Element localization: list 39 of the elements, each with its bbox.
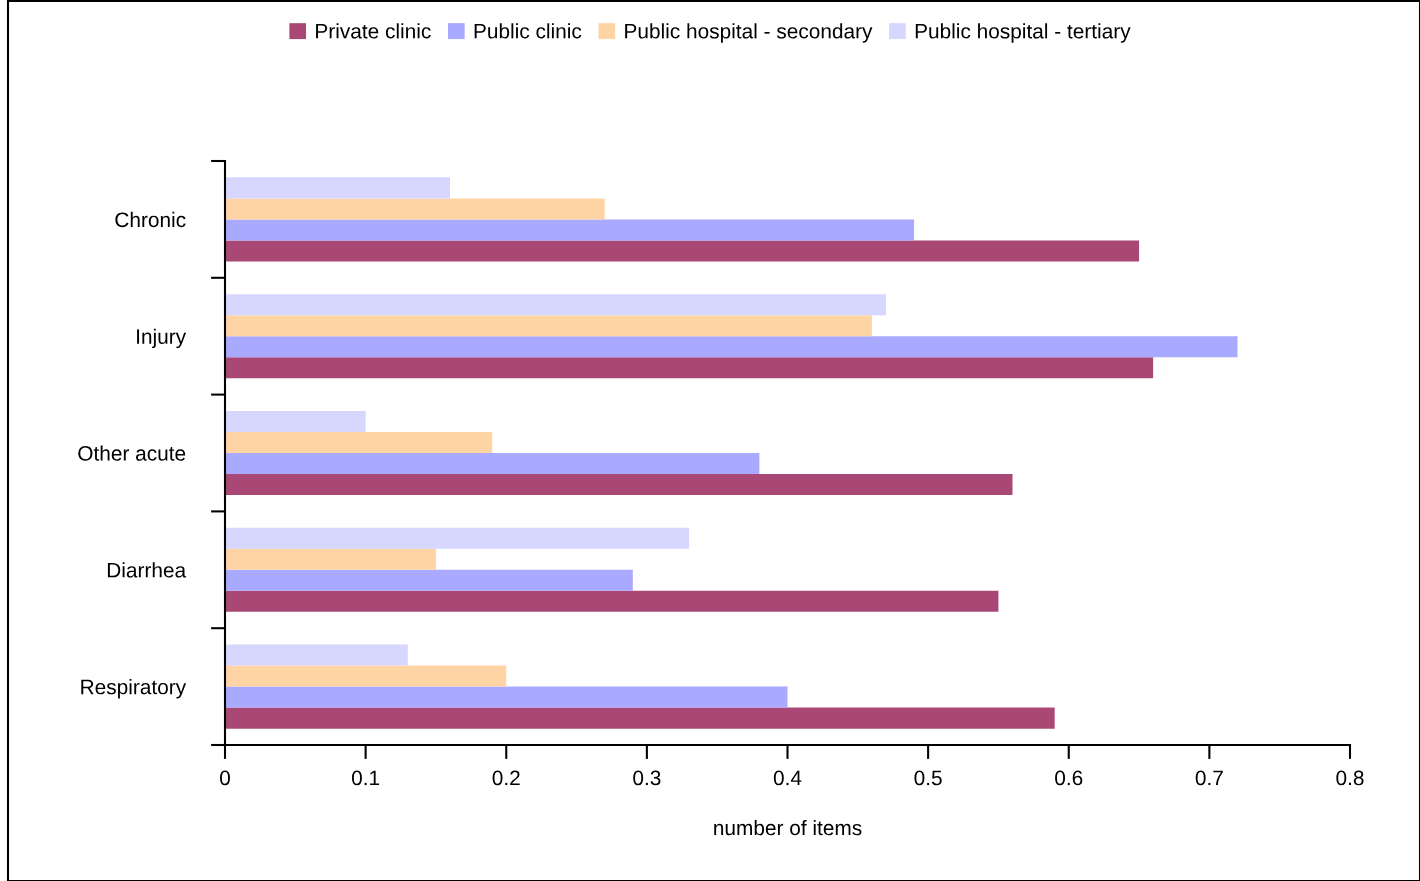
y-tick-label: Diarrhea [107,562,187,578]
x-tick-label: 0.6 [1055,770,1083,786]
bar [225,644,408,666]
x-tick-label: 0.5 [914,770,942,786]
legend-label: Public clinic [474,23,582,39]
bar [225,357,1154,379]
bar [225,686,788,708]
x-tick-label: 0.3 [633,770,661,786]
x-tick-label: 0.8 [1336,770,1364,786]
legend-label: Public hospital - secondary [625,23,873,43]
bar [225,336,1238,358]
bar [225,665,507,687]
bar [225,431,493,453]
bar [225,198,605,220]
x-tick-label: 0 [220,770,230,786]
y-tick-label: Chronic [115,211,186,228]
bar [225,474,1013,496]
bar [225,569,633,591]
x-tick-label: 0.4 [773,770,802,786]
legend-label: Public hospital - tertiary [915,23,1131,43]
legend-label: Private clinic [316,23,431,39]
x-axis-title: number of items [714,819,862,836]
bar [225,410,366,432]
x-tick-label: 0.2 [492,770,520,786]
bar [225,219,915,241]
bar [225,548,436,570]
bar [225,315,872,337]
y-tick-label: Respiratory [81,679,187,699]
bar [225,177,450,199]
bar [225,453,760,475]
bar [225,707,1055,729]
y-tick-label: Injury [137,328,187,349]
bar [225,294,886,316]
bar [225,240,1140,262]
y-tick-label: Other acute [78,445,186,461]
x-tick-label: 0.1 [351,770,380,786]
bar [225,527,690,549]
x-tick-label: 0.7 [1195,770,1223,786]
bar [225,590,999,612]
